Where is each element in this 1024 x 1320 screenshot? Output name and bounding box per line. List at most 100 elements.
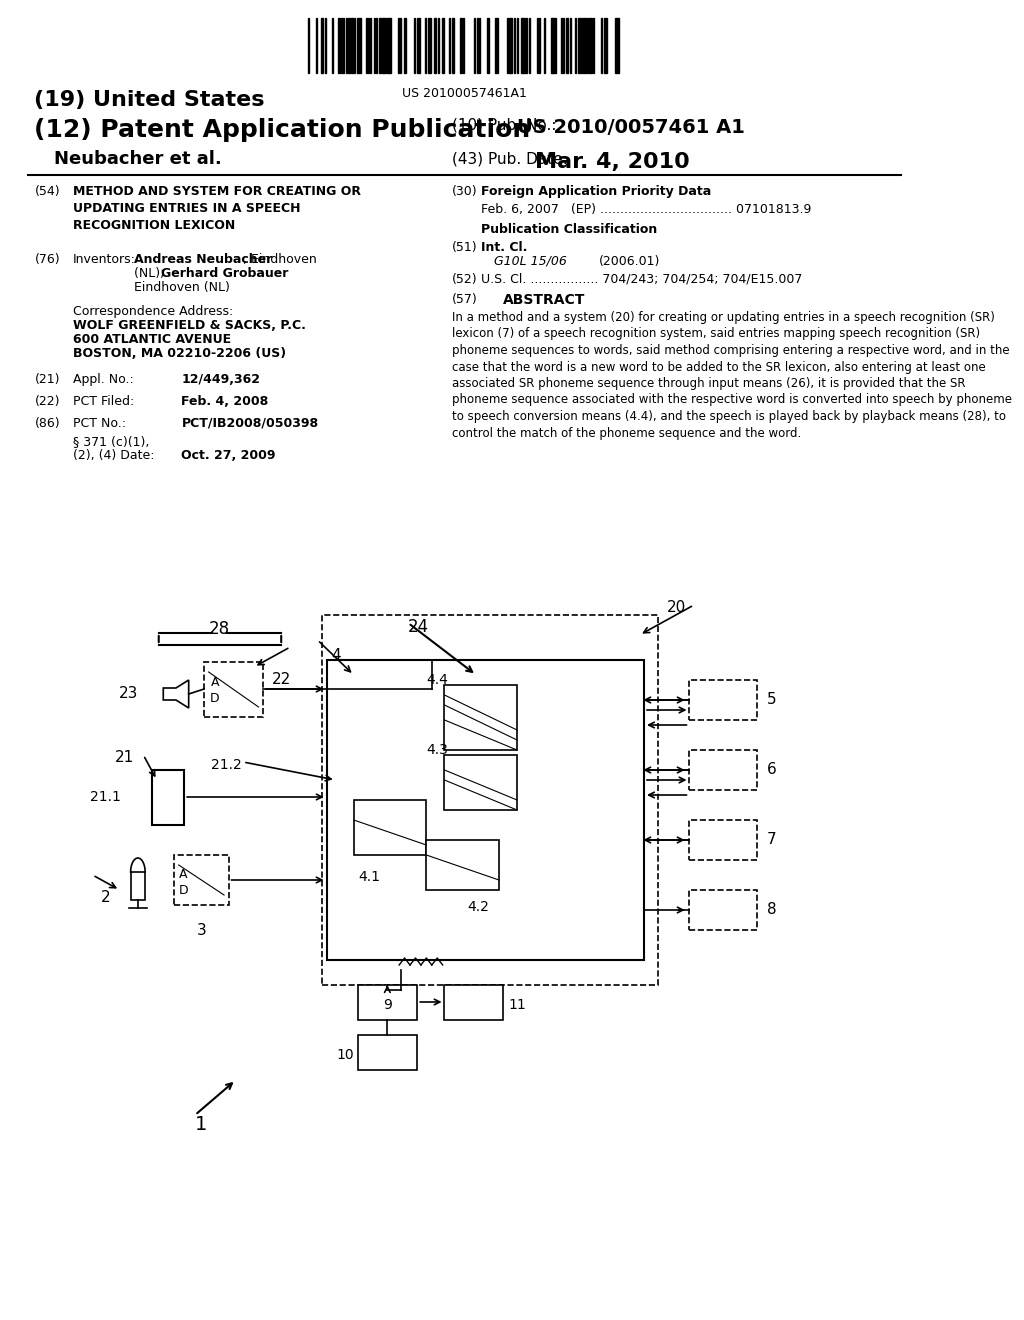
Text: 11: 11	[508, 998, 525, 1012]
Text: Eindhoven (NL): Eindhoven (NL)	[134, 281, 230, 294]
Text: 6: 6	[767, 763, 776, 777]
Text: 2: 2	[101, 891, 111, 906]
FancyBboxPatch shape	[689, 890, 758, 931]
Text: (19) United States: (19) United States	[35, 90, 265, 110]
Bar	[586, 18, 588, 73]
Text: 3: 3	[197, 923, 206, 939]
Text: 4.4: 4.4	[426, 673, 449, 686]
Bar	[604, 18, 607, 73]
Text: 4.3: 4.3	[426, 743, 449, 756]
Text: (57): (57)	[452, 293, 477, 306]
Bar	[366, 18, 368, 73]
Text: 5: 5	[767, 693, 776, 708]
Text: , Eindhoven: , Eindhoven	[243, 253, 316, 267]
Bar	[441, 18, 443, 73]
Text: (NL);: (NL);	[134, 267, 169, 280]
Text: Oct. 27, 2009: Oct. 27, 2009	[181, 449, 275, 462]
Text: (10) Pub. No.:: (10) Pub. No.:	[452, 117, 556, 133]
Text: 4.1: 4.1	[358, 870, 380, 884]
Text: BOSTON, MA 02210-2206 (US): BOSTON, MA 02210-2206 (US)	[73, 347, 286, 360]
FancyBboxPatch shape	[426, 840, 499, 890]
Bar	[131, 873, 145, 900]
Text: Andreas Neubacher: Andreas Neubacher	[134, 253, 272, 267]
Bar	[357, 18, 361, 73]
Text: 22: 22	[272, 672, 292, 686]
Polygon shape	[163, 680, 188, 708]
Bar	[403, 18, 407, 73]
Bar	[578, 18, 580, 73]
Text: 21: 21	[115, 750, 134, 766]
Text: 24: 24	[409, 618, 429, 636]
Text: Mar. 4, 2010: Mar. 4, 2010	[536, 152, 690, 172]
Bar	[379, 18, 381, 73]
Text: 1: 1	[195, 1115, 208, 1134]
Text: 7: 7	[767, 833, 776, 847]
Bar	[584, 18, 585, 73]
Text: Appl. No.:: Appl. No.:	[73, 374, 133, 385]
Bar	[428, 18, 431, 73]
FancyBboxPatch shape	[358, 1035, 417, 1071]
FancyBboxPatch shape	[444, 685, 517, 750]
Bar	[520, 18, 524, 73]
Text: PCT Filed:: PCT Filed:	[73, 395, 134, 408]
Text: A: A	[211, 676, 219, 689]
Text: (51): (51)	[452, 242, 477, 253]
Text: PCT No.:: PCT No.:	[73, 417, 126, 430]
Bar	[509, 18, 512, 73]
Text: D: D	[210, 692, 220, 705]
Text: Publication Classification: Publication Classification	[481, 223, 657, 236]
Bar	[487, 18, 488, 73]
Text: 28: 28	[209, 620, 230, 638]
Text: Gerhard Grobauer: Gerhard Grobauer	[162, 267, 289, 280]
Bar	[417, 18, 420, 73]
FancyBboxPatch shape	[204, 663, 263, 717]
Bar	[387, 18, 391, 73]
Text: (2), (4) Date:: (2), (4) Date:	[73, 449, 154, 462]
Text: Neubacher et al.: Neubacher et al.	[54, 150, 222, 168]
Bar	[425, 18, 426, 73]
FancyBboxPatch shape	[444, 755, 517, 810]
Bar	[382, 18, 385, 73]
FancyBboxPatch shape	[174, 855, 228, 906]
Bar	[496, 18, 498, 73]
Text: 4: 4	[331, 648, 341, 663]
Text: METHOD AND SYSTEM FOR CREATING OR
UPDATING ENTRIES IN A SPEECH
RECOGNITION LEXIC: METHOD AND SYSTEM FOR CREATING OR UPDATI…	[73, 185, 360, 232]
Bar	[615, 18, 618, 73]
Text: D: D	[178, 884, 188, 898]
Text: (2006.01): (2006.01)	[599, 255, 660, 268]
Text: Feb. 4, 2008: Feb. 4, 2008	[181, 395, 268, 408]
Text: US 2010/0057461 A1: US 2010/0057461 A1	[517, 117, 744, 137]
Text: 8: 8	[767, 903, 776, 917]
Text: (12) Patent Application Publication: (12) Patent Application Publication	[35, 117, 530, 143]
Bar	[322, 18, 323, 73]
Bar	[525, 18, 527, 73]
FancyBboxPatch shape	[153, 770, 184, 825]
Bar	[589, 18, 592, 73]
FancyBboxPatch shape	[444, 985, 504, 1020]
Text: 600 ATLANTIC AVENUE: 600 ATLANTIC AVENUE	[73, 333, 230, 346]
Text: (52): (52)	[452, 273, 477, 286]
Text: U.S. Cl. ................. 704/243; 704/254; 704/E15.007: U.S. Cl. ................. 704/243; 704/…	[481, 273, 802, 286]
Text: 10: 10	[336, 1048, 353, 1063]
Text: G10L 15/06: G10L 15/06	[495, 255, 567, 268]
Text: 21.1: 21.1	[90, 789, 121, 804]
FancyBboxPatch shape	[689, 680, 758, 719]
Text: § 371 (c)(1),: § 371 (c)(1),	[73, 436, 148, 447]
Bar	[581, 18, 583, 73]
Text: (21): (21)	[35, 374, 60, 385]
Text: 4.2: 4.2	[467, 900, 489, 913]
Text: 9: 9	[383, 998, 392, 1012]
FancyBboxPatch shape	[327, 660, 644, 960]
Text: 12/449,362: 12/449,362	[181, 374, 260, 385]
Bar	[348, 18, 350, 73]
FancyBboxPatch shape	[689, 820, 758, 861]
Text: 21.2: 21.2	[211, 758, 242, 772]
Text: (76): (76)	[35, 253, 60, 267]
Text: A: A	[179, 869, 187, 882]
Bar	[351, 18, 353, 73]
Text: 20: 20	[667, 601, 686, 615]
Text: (86): (86)	[35, 417, 60, 430]
Text: Int. Cl.: Int. Cl.	[481, 242, 527, 253]
FancyBboxPatch shape	[358, 985, 417, 1020]
Bar	[433, 18, 436, 73]
